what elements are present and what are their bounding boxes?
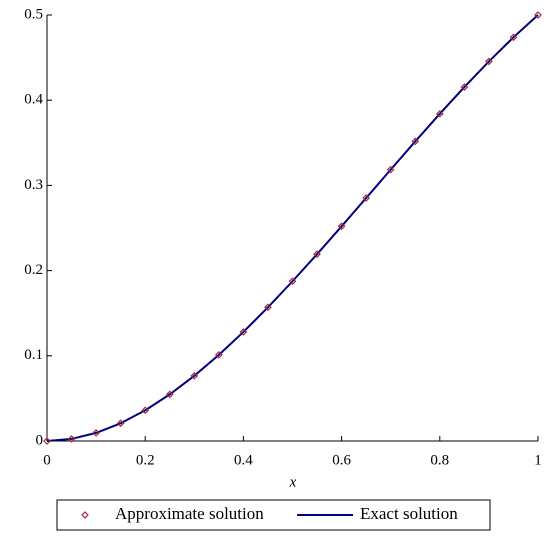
x-tick-label: 0.8 [430, 452, 449, 468]
data-point [43, 437, 51, 445]
line [46, 14, 539, 442]
data-point [215, 351, 223, 359]
legend-label: Approximate solution [115, 504, 264, 523]
data-point [264, 303, 272, 312]
data-point [411, 137, 420, 146]
x-tick-label: 0.2 [136, 452, 155, 468]
data-point [337, 222, 346, 231]
data-point [239, 328, 248, 336]
y-tick-label: 0.1 [24, 347, 43, 363]
data-point [362, 194, 370, 202]
y-tick-label: 0.5 [24, 6, 43, 22]
x-tick-label: 1 [534, 452, 542, 468]
x-axis-label: x [289, 474, 297, 490]
x-tick-label: 0.4 [234, 452, 253, 468]
data-point [288, 277, 297, 286]
legend-marker [81, 511, 89, 519]
data-point [313, 250, 321, 259]
y-tick-label: 0.2 [24, 262, 43, 278]
data-point [165, 390, 174, 399]
legend-box [56, 499, 491, 531]
y-tick-label: 0.4 [24, 92, 43, 108]
data-point [435, 109, 444, 118]
data-point [190, 371, 199, 380]
y-tick-label: 0.3 [24, 177, 43, 193]
data-point [509, 33, 518, 42]
x-tick-label: 0 [43, 452, 51, 468]
y-tick-label: 0 [36, 432, 44, 448]
legend-label: Exact solution [360, 504, 458, 523]
data-point [92, 429, 100, 437]
data-point [485, 57, 493, 66]
x-tick-label: 0.6 [332, 452, 351, 468]
data-point [67, 435, 76, 443]
data-point [386, 165, 395, 174]
data-point [534, 11, 542, 19]
data-point [460, 83, 469, 91]
data-point [116, 419, 125, 428]
data-point [141, 406, 150, 415]
